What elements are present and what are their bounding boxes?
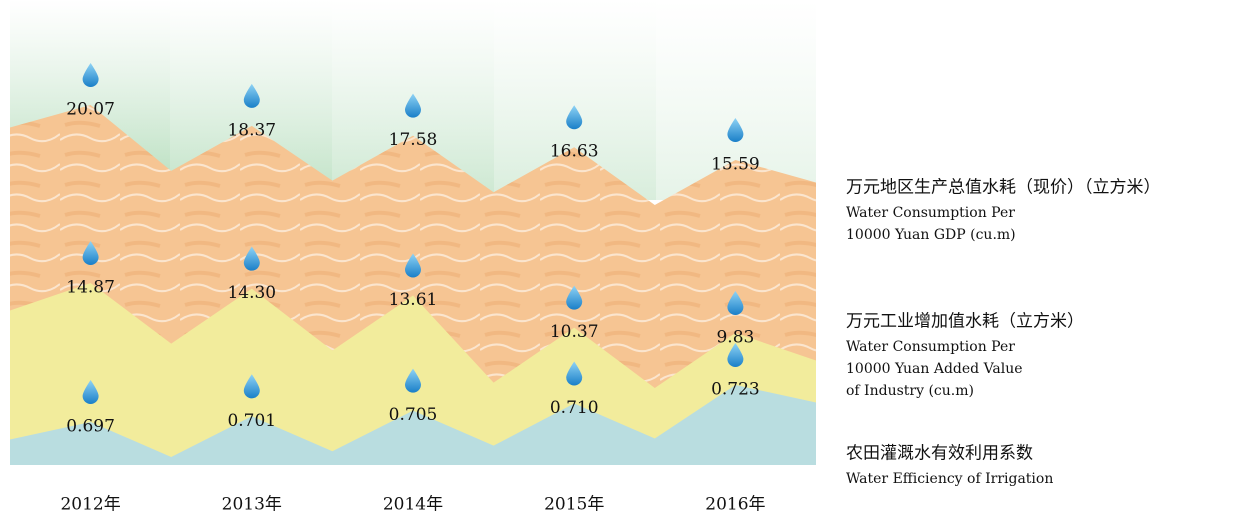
legend-title: 万元地区生产总值水耗（现价）（立方米） [846,178,1161,198]
value-label: 15.59 [711,155,760,175]
chart: 20.07 18.37 17.58 16.63 15.59 14.87 14.30 13.61… [0,0,1252,522]
x-tick-label: 2014年 [383,495,443,515]
x-tick-label: 2015年 [544,495,604,515]
value-label: 0.723 [711,380,760,400]
x-tick-label: 2012年 [60,495,120,515]
legend-subtitle: Water Consumption Per [846,339,1015,355]
value-label: 0.705 [389,405,438,425]
value-label: 17.58 [389,130,438,150]
value-label: 0.710 [550,398,599,418]
x-tick-label: 2013年 [222,495,282,515]
x-tick-label: 2016年 [705,495,765,515]
value-label: 0.697 [66,417,115,437]
value-label: 0.701 [227,411,276,431]
legend-subtitle: Water Efficiency of Irrigation [846,471,1053,487]
value-label: 20.07 [66,100,115,120]
legend-subtitle: Water Consumption Per [846,205,1015,221]
value-label: 14.30 [227,283,276,303]
legend-title: 万元工业增加值水耗（立方米） [846,312,1084,332]
value-label: 14.87 [66,278,115,298]
value-label: 16.63 [550,142,599,162]
legend-title: 农田灌溉水有效利用系数 [846,444,1033,464]
value-label: 18.37 [227,120,276,140]
legend-subtitle: 10000 Yuan GDP (cu.m) [846,227,1016,243]
legend-subtitle: of Industry (cu.m) [846,383,974,399]
value-label: 13.61 [389,290,438,310]
legend-subtitle: 10000 Yuan Added Value [846,361,1023,377]
value-label: 10.37 [550,322,599,342]
page: {"chart_data": {"type": "layered-band", … [0,0,1252,522]
